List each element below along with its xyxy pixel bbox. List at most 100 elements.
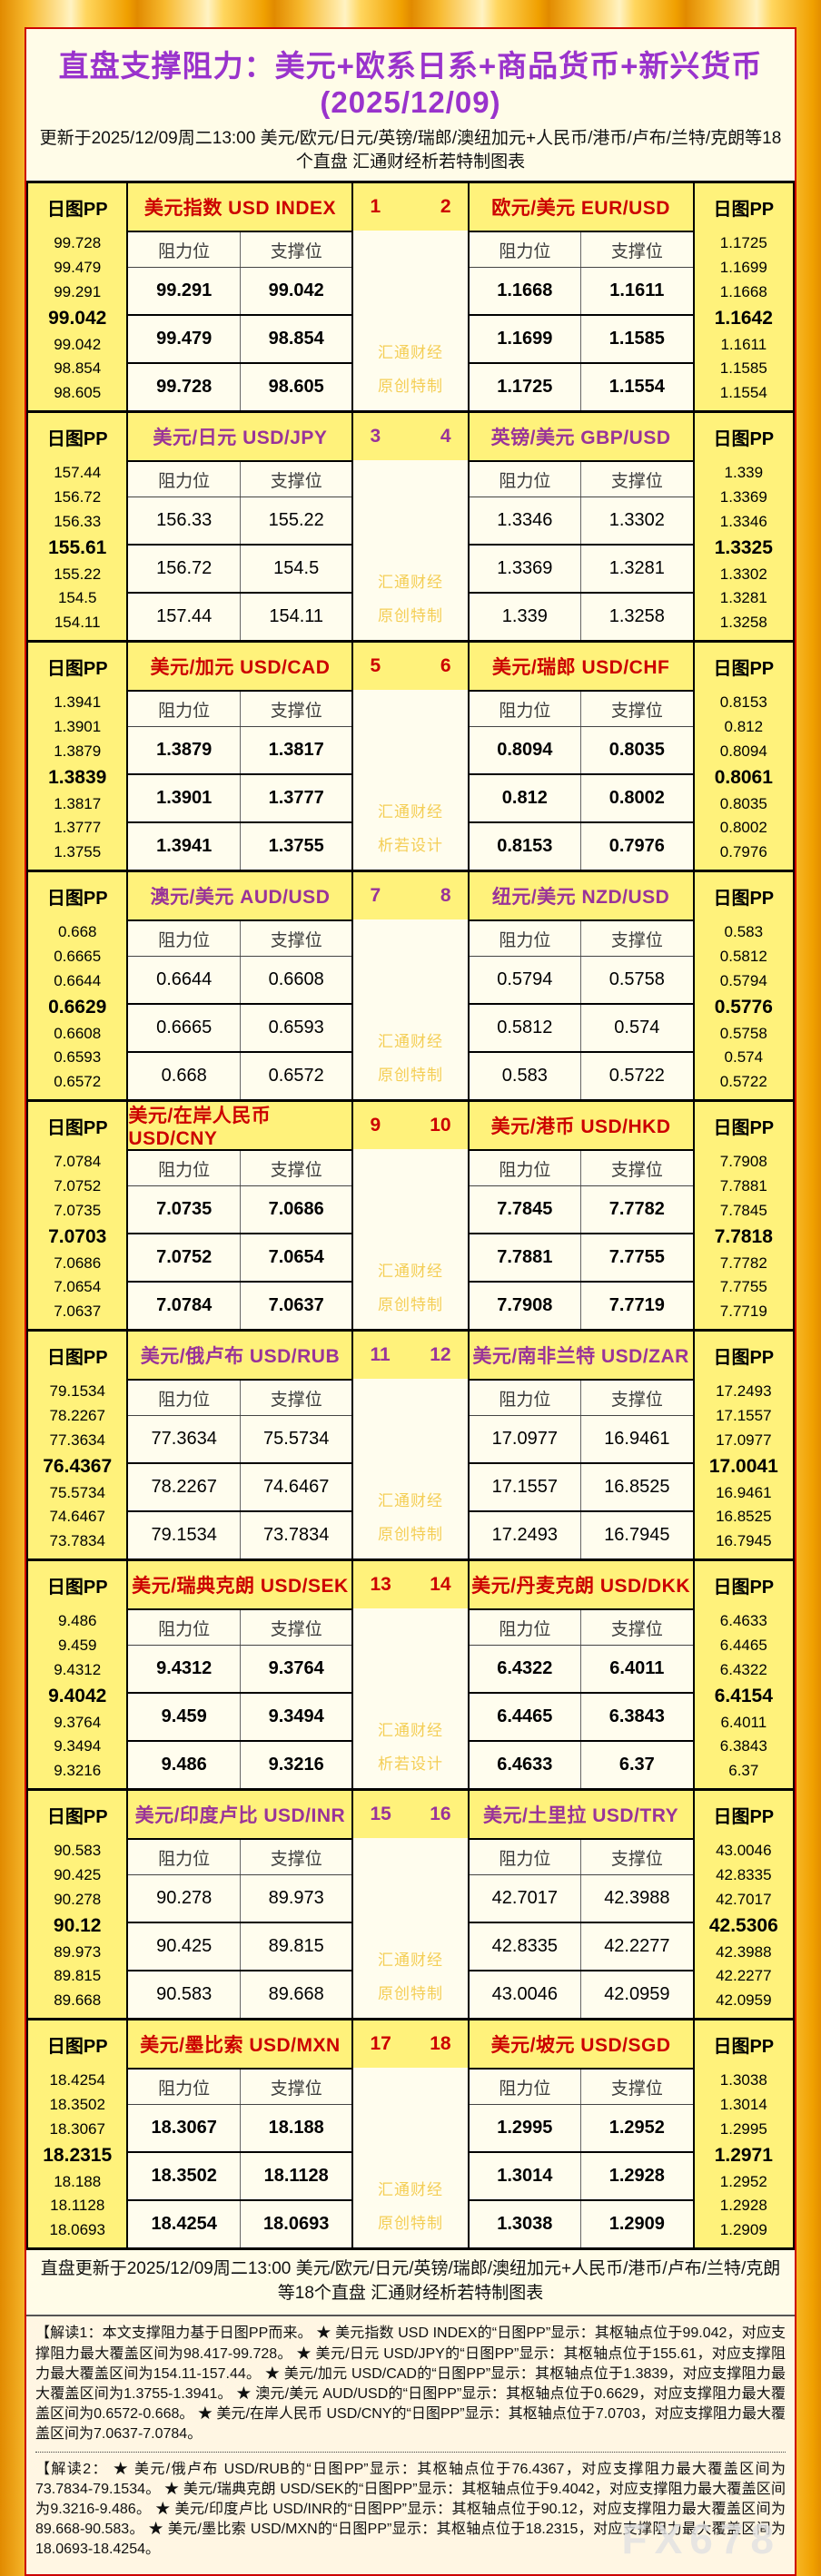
block-numbers: 5 6 <box>353 643 468 691</box>
pp-value: 42.0959 <box>716 1991 772 2010</box>
support-label: 支撑位 <box>610 1619 663 1639</box>
pp-value: 1.3258 <box>719 614 767 632</box>
pp-value: 1.2995 <box>719 2119 767 2138</box>
subheader-row: 阻力位 支撑位 <box>469 692 693 728</box>
center-watermark-line: 原创特制 <box>378 1985 443 2003</box>
center-watermark: 汇通财经 原创特制 <box>353 1379 467 1558</box>
pp-value: 78.2267 <box>49 1407 105 1425</box>
pp-value: 0.6629 <box>48 996 107 1018</box>
level-cell: 42.0959 <box>604 1984 670 2005</box>
block-num-right: 4 <box>440 426 451 447</box>
level-row-2: 7.0752 7.0654 <box>128 1234 352 1283</box>
subheader-row: 阻力位 支撑位 <box>128 1381 352 1417</box>
pp-value: 0.6665 <box>54 948 102 966</box>
level-cell: 0.6644 <box>128 957 241 1004</box>
level-cell: 1.3817 <box>268 740 324 761</box>
level-cell: 7.0752 <box>128 1234 241 1282</box>
block-num-right: 18 <box>430 2033 451 2055</box>
pp-values: 0.8153 0.812 0.8094 0.8061 0.8035 0.8002… <box>695 690 793 870</box>
pp-column-right: 日图PP 7.7908 7.7881 7.7845 7.7818 7.7782 … <box>694 1102 794 1330</box>
level-cell: 6.4322 <box>470 1646 582 1693</box>
pp-value: 0.5812 <box>719 948 767 966</box>
level-cell: 1.3777 <box>268 788 324 809</box>
pp-values: 17.2493 17.1557 17.0977 17.0041 16.9461 … <box>695 1379 793 1558</box>
pp-header: 日图PP <box>46 1117 108 1138</box>
pair-title: 美元/墨比索 USD/MXN <box>128 2020 352 2070</box>
level-cell: 7.0686 <box>268 1199 324 1220</box>
subheader-row: 阻力位 支撑位 <box>128 1610 352 1647</box>
level-cell: 7.0654 <box>268 1247 324 1268</box>
level-row-2: 156.72 154.5 <box>128 546 352 595</box>
level-cell: 7.0784 <box>128 1283 241 1330</box>
level-row-1: 1.2995 1.2952 <box>469 2105 693 2154</box>
pp-value: 42.5306 <box>708 1914 778 1936</box>
pp-value: 98.605 <box>54 384 102 402</box>
level-cell: 154.11 <box>269 606 324 627</box>
pair-title: 纽元/美元 NZD/USD <box>469 872 693 922</box>
pp-value: 0.6593 <box>54 1048 102 1067</box>
center-watermark-line: 析若设计 <box>378 1755 443 1774</box>
resistance-label: 阻力位 <box>470 2070 582 2105</box>
support-label: 支撑位 <box>270 930 322 950</box>
block-numbers: 3 4 <box>353 413 468 461</box>
pp-header: 日图PP <box>46 658 108 679</box>
pp-value: 75.5734 <box>49 1483 105 1501</box>
pair-panel-right: 美元/土里拉 USD/TRY 阻力位 支撑位 42.7017 42.3988 4… <box>467 1791 695 2019</box>
resistance-label: 阻力位 <box>470 1381 582 1416</box>
support-label: 支撑位 <box>610 1390 663 1410</box>
pp-value: 7.0784 <box>54 1153 102 1171</box>
level-row-3: 0.668 0.6572 <box>128 1053 351 1100</box>
currency-block: 日图PP 9.486 9.459 9.4312 9.4042 9.3764 9.… <box>28 1561 794 1792</box>
level-cell: 0.8153 <box>470 823 582 870</box>
pair-title: 澳元/美元 AUD/USD <box>128 872 352 922</box>
pp-value: 6.37 <box>728 1762 759 1780</box>
level-row-1: 18.3067 18.188 <box>128 2105 352 2154</box>
pp-value: 6.4633 <box>719 1612 767 1630</box>
pp-value: 99.291 <box>54 282 102 300</box>
pp-value: 90.278 <box>54 1890 102 1908</box>
level-cell: 1.2995 <box>470 2105 582 2152</box>
pp-values: 1.3038 1.3014 1.2995 1.2971 1.2952 1.292… <box>695 2068 793 2247</box>
resistance-label: 阻力位 <box>128 462 241 497</box>
pp-value: 7.7818 <box>714 1225 773 1247</box>
block-num-left: 9 <box>370 1115 381 1136</box>
pair-title: 美元/日元 USD/JPY <box>128 413 352 463</box>
level-row-2: 7.7881 7.7755 <box>469 1234 693 1283</box>
pp-value: 154.11 <box>54 614 101 632</box>
pp-value: 0.6644 <box>54 971 102 989</box>
pp-value: 1.3941 <box>54 693 102 712</box>
level-row-1: 7.7845 7.7782 <box>469 1186 693 1235</box>
level-row-1: 1.1668 1.1611 <box>469 268 693 317</box>
pp-header: 日图PP <box>713 888 775 909</box>
pair-title: 美元/丹麦克朗 USD/DKK <box>469 1561 693 1611</box>
pp-value: 0.583 <box>724 923 764 941</box>
pp-header: 日图PP <box>46 1577 108 1598</box>
pp-value: 0.5722 <box>719 1073 767 1091</box>
pp-column-right: 日图PP 43.0046 42.8335 42.7017 42.5306 42.… <box>694 1791 794 2019</box>
pp-value: 18.1128 <box>50 2197 105 2215</box>
center-watermark-line: 原创特制 <box>378 378 443 396</box>
pp-value: 89.973 <box>54 1942 102 1961</box>
level-row-1: 17.0977 16.9461 <box>469 1416 693 1465</box>
subheader-row: 阻力位 支撑位 <box>469 921 693 958</box>
support-label: 支撑位 <box>270 1849 322 1869</box>
center-watermark-line: 汇通财经 <box>378 803 443 821</box>
level-cell: 75.5734 <box>263 1429 330 1450</box>
pp-value: 7.7755 <box>719 1278 767 1296</box>
level-cell: 1.2909 <box>608 2214 665 2235</box>
block-num-left: 11 <box>370 1344 391 1366</box>
center-watermark-line: 汇通财经 <box>378 1263 443 1281</box>
support-label: 支撑位 <box>270 1160 322 1180</box>
level-cell: 1.1554 <box>608 377 665 398</box>
level-cell: 16.7945 <box>604 1525 670 1546</box>
level-cell: 18.3502 <box>128 2153 241 2200</box>
pp-value: 77.3634 <box>49 1431 105 1449</box>
resistance-label: 阻力位 <box>470 1840 582 1875</box>
pp-value: 1.1585 <box>719 359 767 378</box>
pp-values: 1.339 1.3369 1.3346 1.3325 1.3302 1.3281… <box>695 460 793 640</box>
level-cell: 7.7845 <box>470 1186 582 1234</box>
pp-value: 16.8525 <box>716 1508 772 1526</box>
center-column: 5 6 汇通财经 析若设计 <box>353 643 468 870</box>
pair-panel-left: 美元/印度卢比 USD/INR 阻力位 支撑位 90.278 89.973 90… <box>126 1791 354 2019</box>
pp-value: 0.8002 <box>719 819 767 837</box>
